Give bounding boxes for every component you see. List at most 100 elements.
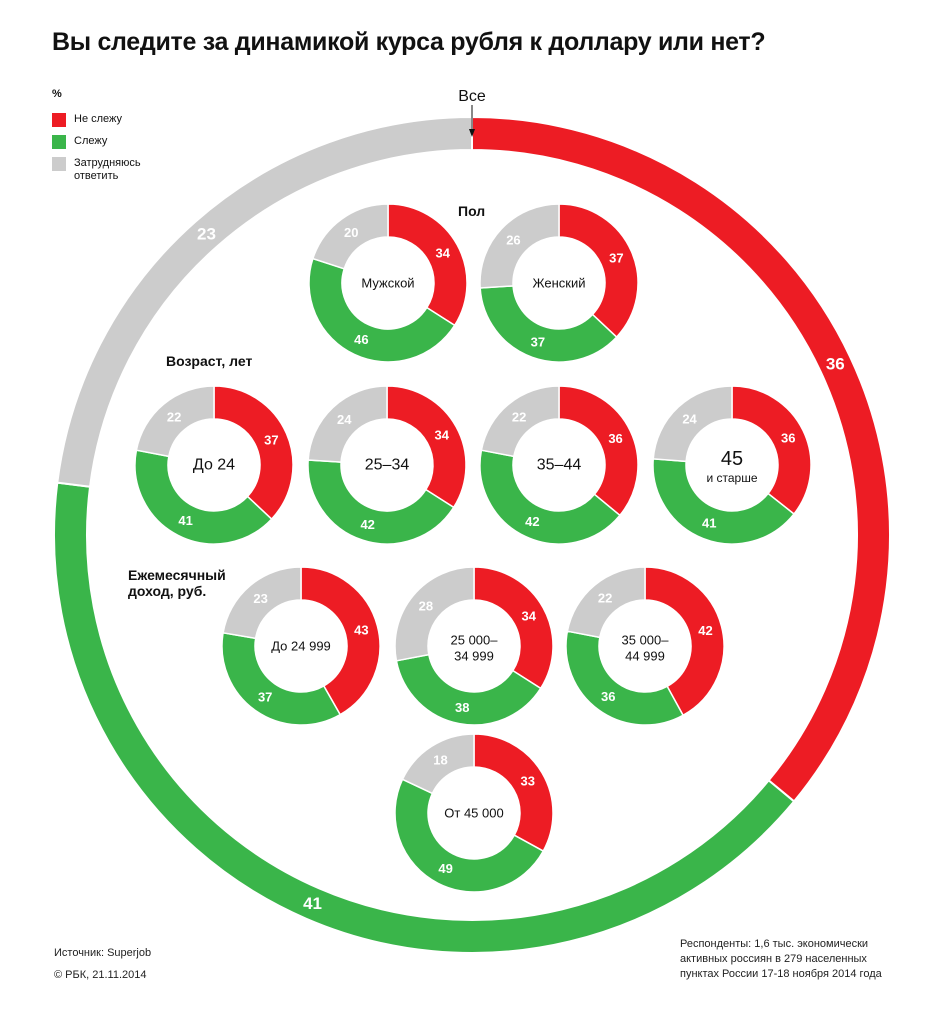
value-label: 33: [521, 774, 535, 789]
respondents-note: Респонденты: 1,6 тыс. экономически актив…: [680, 938, 882, 980]
value-label: 37: [264, 433, 278, 448]
donut-label: Все: [458, 88, 486, 105]
legend-label: Затрудняюсь ответить: [74, 157, 141, 182]
donut-label: От 45 000: [444, 806, 503, 821]
legend-item-follow: Слежу: [52, 135, 184, 149]
value-label: 22: [598, 590, 612, 605]
donut-4: 37 41 22 До 24: [134, 385, 294, 545]
value-label: 18: [433, 753, 447, 768]
segment-not-follow: [473, 733, 554, 853]
donut-label: До 24 999: [271, 639, 331, 654]
donut-label: До 24: [193, 457, 235, 474]
value-label: 42: [698, 623, 712, 638]
value-label: 41: [702, 516, 716, 531]
segment-hard: [222, 566, 302, 640]
donut-6: 36 42 22 35–44: [479, 385, 639, 545]
segment-not-follow: [300, 566, 381, 716]
value-label: 37: [258, 690, 272, 705]
segment-hard: [401, 733, 475, 795]
donut-sublabel: 44 999: [625, 649, 665, 664]
segment-follow: [221, 631, 342, 726]
value-label: 20: [344, 225, 358, 240]
unit-label: %: [52, 88, 62, 100]
donut-7: 36 41 24 45и старше: [652, 385, 812, 545]
value-label: 49: [438, 861, 452, 876]
segment-hard: [311, 203, 389, 270]
donut-2: 34 46 20 Мужской: [308, 203, 468, 363]
donut-label: Мужской: [361, 276, 414, 291]
value-label: 43: [354, 622, 368, 637]
group-title-age: Возраст, лет: [166, 353, 253, 369]
segment-follow: [565, 630, 685, 726]
donut-label: 45: [721, 448, 743, 470]
segment-follow: [53, 481, 796, 954]
legend-swatch-red: [52, 113, 66, 127]
value-label: 23: [197, 224, 216, 243]
value-label: 36: [601, 689, 615, 704]
value-label: 24: [337, 412, 352, 427]
segment-not-follow: [644, 566, 725, 717]
donut-label: 25 000–: [451, 633, 499, 648]
segment-hard: [307, 385, 388, 463]
segment-not-follow: [558, 203, 639, 339]
segment-follow: [395, 653, 542, 726]
value-label: 24: [682, 412, 697, 427]
donut-label: 35 000–: [622, 633, 670, 648]
value-label: 36: [608, 431, 622, 446]
legend-item-not-follow: Не слежу: [52, 113, 184, 127]
value-label: 36: [826, 355, 845, 374]
donut-label: 35–44: [537, 457, 582, 474]
segment-follow: [134, 449, 273, 545]
legend-label: Не слежу: [74, 113, 123, 125]
legend-label: Слежу: [74, 135, 108, 147]
donut-3: 37 37 26 Женский: [479, 203, 639, 363]
value-label: 36: [781, 430, 795, 445]
segment-follow: [308, 257, 456, 363]
value-label: 22: [167, 409, 181, 424]
segment-hard: [479, 203, 560, 289]
legend-swatch-gray: [52, 157, 66, 171]
value-label: 28: [419, 599, 433, 614]
segment-follow: [652, 458, 796, 545]
segment-hard: [566, 566, 646, 639]
value-label: 34: [436, 245, 451, 260]
value-label: 22: [512, 409, 526, 424]
pointer-arrow-icon: [469, 129, 475, 137]
segment-follow: [479, 449, 621, 545]
legend-swatch-green: [52, 135, 66, 149]
segment-not-follow: [387, 203, 468, 327]
donut-5: 34 42 24 25–34: [307, 385, 467, 545]
segment-hard: [394, 566, 475, 662]
segment-hard: [652, 385, 733, 463]
value-label: 37: [531, 334, 545, 349]
value-label: 42: [525, 514, 539, 529]
segment-not-follow: [558, 385, 639, 517]
donut-10: 42 36 22 35 000–44 999: [565, 566, 725, 726]
segment-not-follow: [386, 385, 467, 509]
copyright-label: © РБК, 21.11.2014: [54, 969, 147, 981]
source-label: Источник: Superjob: [54, 947, 152, 959]
donut-11: 33 49 18 От 45 000: [394, 733, 554, 893]
donut-sublabel: и старше: [706, 471, 757, 485]
segment-hard: [480, 385, 560, 458]
value-label: 23: [253, 591, 267, 606]
value-label: 38: [455, 700, 469, 715]
segment-follow: [307, 459, 455, 545]
segment-not-follow: [473, 566, 554, 690]
value-label: 41: [178, 513, 192, 528]
segment-hard: [135, 385, 215, 458]
value-label: 34: [435, 427, 450, 442]
segment-not-follow: [731, 385, 812, 516]
donut-sublabel: 34 999: [454, 649, 494, 664]
page-title: Вы следите за динамикой курса рубля к до…: [52, 28, 766, 56]
group-title-gender: Пол: [458, 203, 486, 219]
donut-8: 43 37 23 До 24 999: [221, 566, 381, 726]
value-label: 42: [360, 517, 374, 532]
value-label: 26: [506, 233, 520, 248]
donut-1: 36 41 23 Все: [53, 88, 891, 954]
legend: % Не слежу Слежу Затрудняюсь ответить: [52, 88, 184, 191]
value-label: 46: [354, 332, 368, 347]
value-label: 34: [522, 608, 537, 623]
segment-not-follow: [213, 385, 294, 521]
